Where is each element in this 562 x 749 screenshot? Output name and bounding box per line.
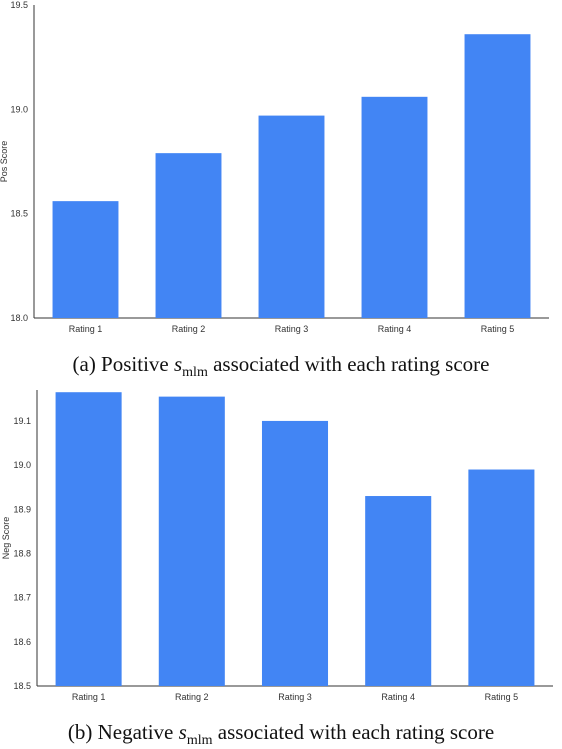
y-tick-label: 18.5	[13, 681, 31, 691]
y-tick-label: 19.0	[10, 104, 28, 114]
x-tick-label: Rating 2	[175, 692, 209, 702]
y-axis-title: Pos Score	[0, 141, 9, 183]
y-tick-label: 18.5	[10, 209, 28, 219]
x-tick-label: Rating 5	[481, 324, 515, 334]
x-tick-label: Rating 5	[485, 692, 519, 702]
y-tick-label: 18.8	[13, 548, 31, 558]
bar-4	[361, 96, 428, 319]
bar-2	[158, 396, 225, 686]
caption-b-suffix: associated with each rating score	[212, 720, 495, 744]
bar-3	[258, 115, 325, 319]
x-tick-label: Rating 1	[72, 692, 106, 702]
positive-score-chart: 18.0 18.5 19.0 19.5 Pos Score Rating 1 Rating …	[0, 0, 549, 334]
bar-5	[468, 469, 535, 686]
caption-a-symbol: smlm	[173, 352, 208, 381]
bar-1	[52, 201, 119, 318]
caption-b-prefix: (b) Negative	[67, 720, 179, 744]
caption-b-symbol: smlm	[178, 720, 213, 749]
y-tick-label: 18.6	[13, 637, 31, 647]
x-tick-label: Rating 3	[275, 324, 309, 334]
y-tick-label: 18.9	[13, 504, 31, 514]
caption-b: (b) Negative smlm associated with each r…	[0, 720, 562, 749]
x-tick-label: Rating 3	[278, 692, 312, 702]
x-tick-label: Rating 4	[381, 692, 415, 702]
y-tick-label: 18.0	[10, 313, 28, 323]
x-tick-label: Rating 2	[172, 324, 206, 334]
caption-a-suffix: associated with each rating score	[207, 352, 490, 376]
bar-3	[261, 420, 329, 686]
bar-5	[464, 34, 531, 319]
caption-a: (a) Positive smlm associated with each r…	[0, 352, 562, 381]
caption-a-prefix: (a) Positive	[72, 352, 174, 376]
bar-4	[365, 496, 432, 686]
y-tick-label: 19.5	[10, 0, 28, 10]
y-tick-label: 18.7	[13, 593, 31, 603]
y-tick-label: 19.0	[13, 460, 31, 470]
x-tick-label: Rating 4	[378, 324, 412, 334]
bar-1	[55, 392, 122, 686]
bar-2	[155, 153, 222, 318]
y-axis-title: Neg Score	[1, 517, 11, 560]
negative-score-chart: 18.5 18.6 18.7 18.8 18.9 19.0 19.1 Neg Score Rat…	[1, 390, 553, 702]
y-tick-label: 19.1	[13, 416, 31, 426]
x-tick-label: Rating 1	[69, 324, 103, 334]
